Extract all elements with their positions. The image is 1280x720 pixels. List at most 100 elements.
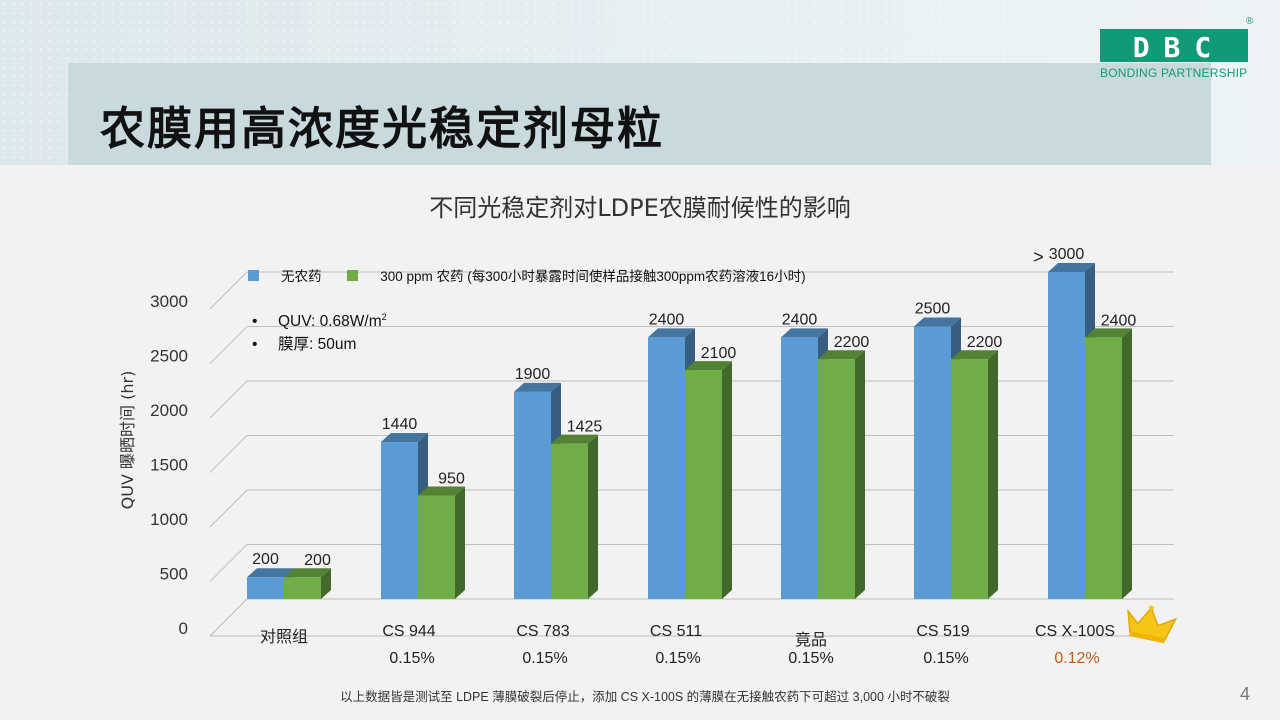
registered-mark: ® xyxy=(1246,16,1254,27)
page-title: 农膜用高浓度光稳定剂母粒 xyxy=(100,102,665,155)
category-label: CS 783 xyxy=(516,623,570,640)
legend-label: 300 ppm 农药 (每300小时暴露时间使样品接触300ppm农药溶液16小… xyxy=(380,269,806,284)
bar-top xyxy=(418,486,465,496)
legend-swatch-green xyxy=(347,269,359,281)
dosage-label: 0.15% xyxy=(389,650,435,667)
bar-top xyxy=(247,568,294,578)
bar-pesticide xyxy=(551,443,588,599)
data-label: 2100 xyxy=(701,345,737,362)
data-label: 1900 xyxy=(515,366,551,383)
crown-icon xyxy=(1127,605,1178,644)
bar-no-pesticide xyxy=(914,326,951,599)
note-thickness: • 膜厚: 50um xyxy=(252,336,357,354)
bar-pesticide xyxy=(818,359,855,599)
legend-swatch-blue xyxy=(248,269,259,281)
test-conditions: • QUV: 0.68W/m2 • 膜厚: 50um xyxy=(252,306,387,356)
bar-side xyxy=(722,361,732,599)
bar-no-pesticide xyxy=(781,337,818,599)
bar-top xyxy=(551,434,598,444)
data-label: 2400 xyxy=(782,311,818,328)
bar-top xyxy=(284,568,331,578)
y-tick-label: 3000 xyxy=(150,292,188,311)
data-label: 2400 xyxy=(649,311,685,328)
category-label: 竟品 xyxy=(794,632,827,649)
gridline-depth xyxy=(209,380,248,419)
category-label: CS 944 xyxy=(382,623,436,640)
bar-top xyxy=(818,350,865,360)
bar-top xyxy=(685,361,732,371)
data-label: 2200 xyxy=(834,334,870,351)
bar-pesticide xyxy=(418,495,455,599)
bar-no-pesticide xyxy=(247,577,284,599)
legend-item-no-pesticide: 无农药 xyxy=(248,265,322,285)
bar-top xyxy=(781,328,828,338)
y-axis-label: QUV 曝晒时间 (hr) xyxy=(118,371,137,510)
y-tick-label: 500 xyxy=(160,565,188,584)
data-label: 2500 xyxy=(915,301,951,318)
legend-item-pesticide: 300 ppm 农药 (每300小时暴露时间使样品接触300ppm农药溶液16小… xyxy=(347,265,806,285)
title-band xyxy=(68,63,1211,165)
bar-side xyxy=(455,486,465,599)
bar-pesticide xyxy=(1085,337,1122,599)
bar-no-pesticide xyxy=(381,442,418,599)
bar-pesticide xyxy=(951,359,988,599)
data-label: 2200 xyxy=(967,334,1003,351)
bar-top xyxy=(914,317,961,327)
gridline-depth xyxy=(209,326,248,364)
bar-top xyxy=(1048,263,1095,272)
data-label-annotation: > xyxy=(1033,247,1044,267)
dosage-label: 0.15% xyxy=(788,650,834,667)
footnote: 以上数据皆是测试至 LDPE 薄膜破裂后停止，添加 CS X-100S 的薄膜在… xyxy=(340,690,950,704)
bar-side xyxy=(988,350,998,599)
data-label: 200 xyxy=(304,552,331,569)
chart-title: 不同光稳定剂对LDPE农膜耐候性的影响 xyxy=(429,194,851,222)
y-tick-label: 2500 xyxy=(150,347,188,366)
bar-top xyxy=(514,382,561,392)
logo-box xyxy=(1100,29,1248,62)
data-label: 200 xyxy=(252,551,279,568)
data-label: 950 xyxy=(438,470,465,487)
bar-side xyxy=(588,434,598,599)
y-tick-label: 1500 xyxy=(150,456,188,475)
gridline-depth xyxy=(209,435,248,473)
page-number: 4 xyxy=(1240,684,1251,704)
bar-top xyxy=(648,328,695,338)
category-label: CS X-100S xyxy=(1034,623,1116,640)
bar-no-pesticide xyxy=(1048,272,1085,599)
logo-letters: DBC xyxy=(1132,31,1226,64)
dbc-logo: DBC BONDING PARTNERSHIP xyxy=(1100,29,1250,81)
bar-side xyxy=(321,568,331,599)
category-label: CS 511 xyxy=(649,623,703,640)
data-label: 1425 xyxy=(567,419,603,436)
bar-side xyxy=(855,350,865,599)
dosage-label: 0.15% xyxy=(522,650,568,667)
dosage-label-highlight: 0.12% xyxy=(1054,650,1100,667)
bar-top xyxy=(951,350,998,360)
bar-no-pesticide xyxy=(648,337,685,599)
note-quv: • QUV: 0.68W/m2 xyxy=(252,312,387,331)
legend-label: 无农药 xyxy=(281,269,322,284)
gridline-depth xyxy=(209,489,248,528)
logo-tagline: BONDING PARTNERSHIP xyxy=(1100,66,1248,80)
gridline-depth xyxy=(209,271,248,310)
axis-floor-edge xyxy=(209,598,248,637)
dosage-label: 0.15% xyxy=(655,650,701,667)
bar-top xyxy=(381,433,428,443)
y-tick-label: 1000 xyxy=(150,510,188,529)
bar-top xyxy=(1085,328,1132,338)
category-label: 对照组 xyxy=(259,629,308,646)
y-tick-label: 0 xyxy=(179,619,188,638)
bar-pesticide xyxy=(284,577,321,599)
bar-side xyxy=(1122,328,1132,599)
data-label: 2400 xyxy=(1101,312,1137,329)
chart-legend: 无农药 300 ppm 农药 (每300小时暴露时间使样品接触300ppm农药溶… xyxy=(248,265,828,285)
data-label: 3000 xyxy=(1049,246,1085,263)
data-label: 1440 xyxy=(382,416,418,433)
dosage-label: 0.15% xyxy=(923,650,969,667)
y-tick-label: 2000 xyxy=(150,401,188,420)
gridline-depth xyxy=(209,544,248,582)
category-label: CS 519 xyxy=(916,623,970,640)
bar-pesticide xyxy=(685,370,722,599)
